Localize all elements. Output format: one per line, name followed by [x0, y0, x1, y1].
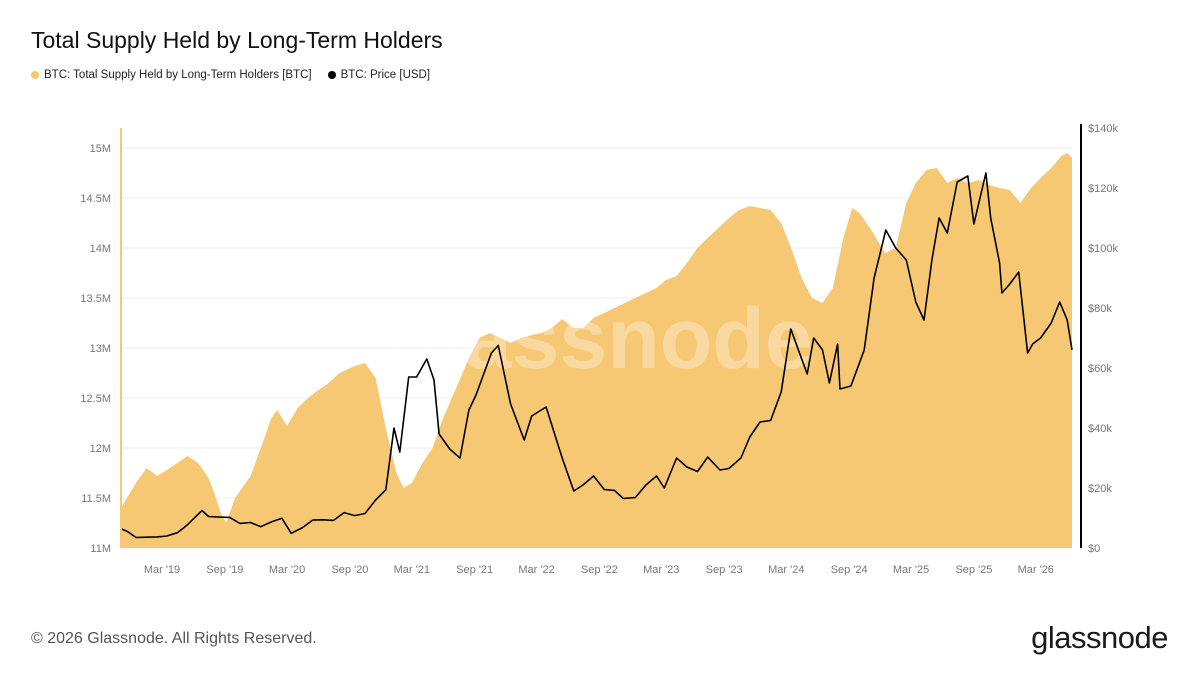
x-tick-label: Sep '20: [331, 564, 368, 576]
glassnode-logo[interactable]: glassnode: [1031, 620, 1168, 655]
x-tick-label: Sep '19: [206, 564, 243, 576]
price-line: [120, 172, 1073, 539]
right-tick-label: $100k: [1088, 243, 1118, 255]
right-tick-label: $40k: [1088, 423, 1112, 435]
left-tick-label: 14.5M: [80, 193, 111, 205]
x-tick-label: Mar '26: [1018, 564, 1054, 576]
right-tick-label: $120k: [1088, 183, 1118, 195]
right-tick-label: $20k: [1088, 483, 1112, 495]
x-tick-label: Mar '20: [269, 564, 305, 576]
left-tick-label: 14M: [90, 243, 111, 255]
x-tick-label: Mar '22: [518, 564, 554, 576]
watermark: glassnode: [387, 291, 812, 387]
left-tick-label: 12M: [90, 443, 111, 455]
x-tick-label: Mar '25: [893, 564, 929, 576]
legend-label-lth-supply: BTC: Total Supply Held by Long-Term Hold…: [44, 69, 312, 81]
legend-item-lth-supply[interactable]: BTC: Total Supply Held by Long-Term Hold…: [31, 69, 312, 81]
legend-label-price: BTC: Price [USD]: [340, 69, 431, 81]
legend: BTC: Total Supply Held by Long-Term Hold…: [31, 69, 430, 81]
legend-swatch-lth-supply: [31, 71, 39, 79]
x-tick-label: Sep '23: [706, 564, 743, 576]
right-tick-label: $80k: [1088, 303, 1112, 315]
legend-swatch-price: [327, 71, 336, 79]
copyright-footer: © 2026 Glassnode. All Rights Reserved.: [31, 630, 317, 647]
left-tick-label: 13.5M: [80, 293, 111, 305]
right-axis-ticks: $0 $20k $40k $60k $80k $100k $120k $140k: [1088, 123, 1118, 555]
chart-title: Total Supply Held by Long-Term Holders: [31, 27, 443, 53]
right-tick-label: $60k: [1088, 363, 1112, 375]
x-axis-ticks: Mar '19 Sep '19 Mar '20 Sep '20 Mar '21 Sep '…: [144, 564, 1054, 576]
x-tick-label: Sep '25: [955, 564, 992, 576]
chart-canvas[interactable]: glassnode 11M 11.5M 12M 12.5M 13M 13.5M 14M 14.…: [0, 0, 1200, 600]
lth-supply-area: [121, 153, 1072, 548]
left-tick-label: 13M: [90, 343, 111, 355]
x-tick-label: Sep '21: [456, 564, 493, 576]
left-tick-label: 12.5M: [80, 393, 111, 405]
x-tick-label: Sep '24: [831, 564, 868, 576]
x-tick-label: Mar '24: [768, 564, 804, 576]
x-tick-label: Mar '21: [394, 564, 430, 576]
x-tick-label: Mar '23: [643, 564, 679, 576]
left-tick-label: 11M: [90, 543, 111, 555]
right-tick-label: $0: [1088, 543, 1100, 555]
left-tick-label: 11.5M: [81, 493, 111, 505]
x-tick-label: Sep '22: [581, 564, 618, 576]
right-tick-label: $140k: [1088, 123, 1118, 135]
x-tick-label: Mar '19: [144, 564, 180, 576]
left-tick-label: 15M: [90, 143, 111, 155]
left-axis-ticks: 11M 11.5M 12M 12.5M 13M 13.5M 14M 14.5M 15M: [80, 143, 111, 555]
legend-item-price[interactable]: BTC: Price [USD]: [327, 69, 431, 81]
